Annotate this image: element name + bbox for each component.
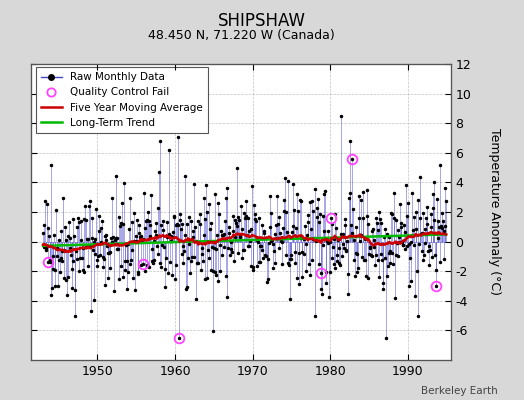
Legend: Raw Monthly Data, Quality Control Fail, Five Year Moving Average, Long-Term Tren: Raw Monthly Data, Quality Control Fail, … <box>36 67 208 133</box>
Y-axis label: Temperature Anomaly (°C): Temperature Anomaly (°C) <box>488 128 501 296</box>
Text: SHIPSHAW: SHIPSHAW <box>218 12 306 30</box>
Title: 48.450 N, 71.220 W (Canada): 48.450 N, 71.220 W (Canada) <box>148 29 334 42</box>
Text: Berkeley Earth: Berkeley Earth <box>421 386 498 396</box>
